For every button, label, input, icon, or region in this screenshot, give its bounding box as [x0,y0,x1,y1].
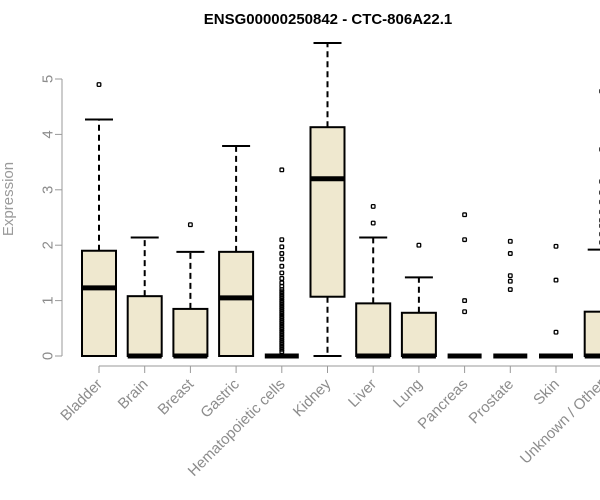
outlier-point [507,238,513,244]
outlier-point [462,237,468,243]
box-group [539,243,573,359]
box-iqr [355,302,392,357]
x-tick-label: Skin [530,376,563,409]
outlier-point [279,244,285,250]
x-tick-label: Kidney [290,375,335,420]
outlier-point [462,212,468,218]
outlier-point [279,270,285,276]
outlier-point [416,242,422,248]
x-tick-label: Brain [115,376,152,413]
box-iqr [218,250,255,358]
box-iqr [81,249,117,358]
box-group [264,167,299,359]
outlier-point [553,243,559,249]
outlier-point [96,82,102,87]
plot-area [81,41,600,359]
x-tick-label: Lung [390,376,426,412]
outlier-point [187,222,193,228]
outlier-point [507,287,513,292]
outlier-point [507,278,513,284]
x-tick-label: Liver [345,376,380,411]
box-group [447,212,482,359]
y-axis: 0 1 2 3 4 5 [40,75,63,360]
outlier-point [279,263,285,269]
outlier-point [279,280,285,286]
y-tick-label: 5 [40,75,57,83]
box-iqr [400,311,437,357]
y-tick-label: 4 [40,130,57,138]
box-group [400,242,437,359]
chart-title: ENSG00000250842 - CTC-806A22.1 [204,11,452,28]
x-tick-label: Gastric [197,375,243,421]
outlier-point [553,277,559,283]
box-group [493,238,528,359]
outlier-point [279,256,285,262]
x-tick-label: Pancreas [415,376,472,433]
y-tick-label: 3 [40,186,57,194]
outlier-point [462,309,468,315]
box-iqr [309,126,346,298]
y-tick-label: 1 [40,296,57,304]
outlier-point [279,251,285,256]
box-iqr [583,310,600,357]
box-group [355,203,392,359]
box-group [172,222,209,359]
outlier-point [507,273,513,279]
x-tick-label: Bladder [57,376,106,425]
outlier-point [462,298,468,304]
y-axis-label: Expression [0,162,17,236]
outlier-point [507,251,513,256]
y-tick-label: 2 [40,241,57,249]
outlier-point [370,220,376,226]
outlier-point [279,167,285,173]
box-group [583,88,600,359]
outlier-point [553,329,559,335]
x-tick-label: Prostate [466,376,518,428]
box-iqr [172,307,209,358]
box-group [81,82,117,358]
x-tick-label: Breast [155,375,198,418]
outlier-point [370,203,376,209]
y-tick-label: 0 [40,352,57,360]
box-group [309,41,346,357]
box-iqr [126,295,163,357]
box-group [218,145,255,358]
box-group [126,236,163,359]
outlier-point [279,275,285,281]
outlier-point [279,237,285,243]
